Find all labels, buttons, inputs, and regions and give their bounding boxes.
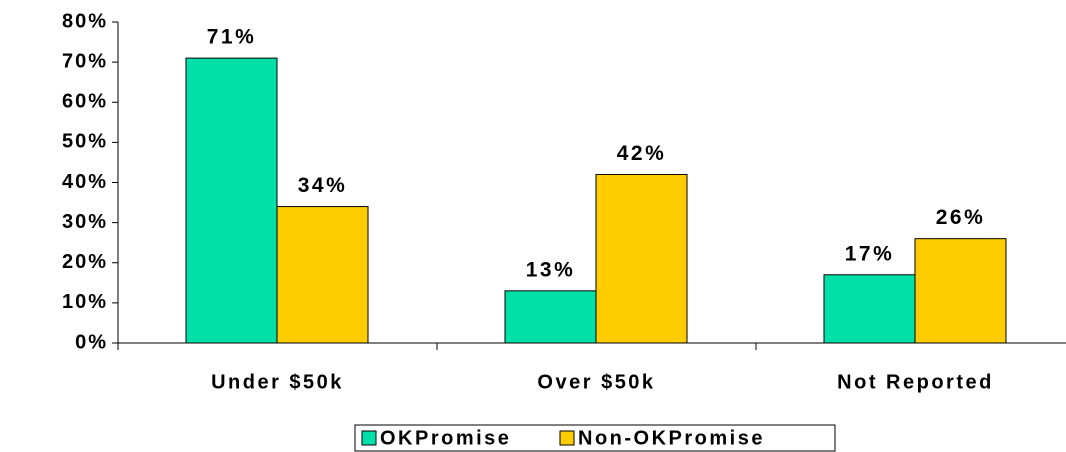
x-tick-label: Not Reported: [837, 371, 994, 393]
value-label: 26%: [936, 206, 986, 229]
value-label: 71%: [207, 26, 257, 49]
y-tick-label: 50%: [62, 131, 108, 153]
y-tick-label: 0%: [75, 331, 108, 353]
y-tick-label: 30%: [62, 211, 108, 233]
y-tick-label: 10%: [62, 291, 108, 313]
legend-swatch: [559, 430, 575, 446]
legend-label: Non-OKPromise: [578, 427, 765, 449]
bar: [276, 206, 369, 344]
value-label: 34%: [298, 174, 348, 197]
legend-swatch: [361, 430, 377, 446]
legend-box: [354, 424, 836, 452]
x-tick-label: Under $50k: [211, 371, 344, 393]
bar: [595, 173, 688, 344]
value-label: 17%: [845, 242, 895, 265]
value-label: 42%: [617, 142, 667, 165]
bar: [914, 238, 1007, 344]
bar: [185, 57, 278, 344]
bar: [504, 290, 597, 344]
value-label: 13%: [526, 258, 576, 281]
y-tick-label: 20%: [62, 251, 108, 273]
y-tick-label: 40%: [62, 171, 108, 193]
x-tick-label: Over $50k: [537, 371, 655, 393]
legend-label: OKPromise: [380, 427, 511, 449]
y-tick-label: 60%: [62, 91, 108, 113]
y-tick-label: 70%: [62, 50, 108, 72]
bar: [823, 274, 916, 344]
y-tick-label: 80%: [62, 10, 108, 32]
